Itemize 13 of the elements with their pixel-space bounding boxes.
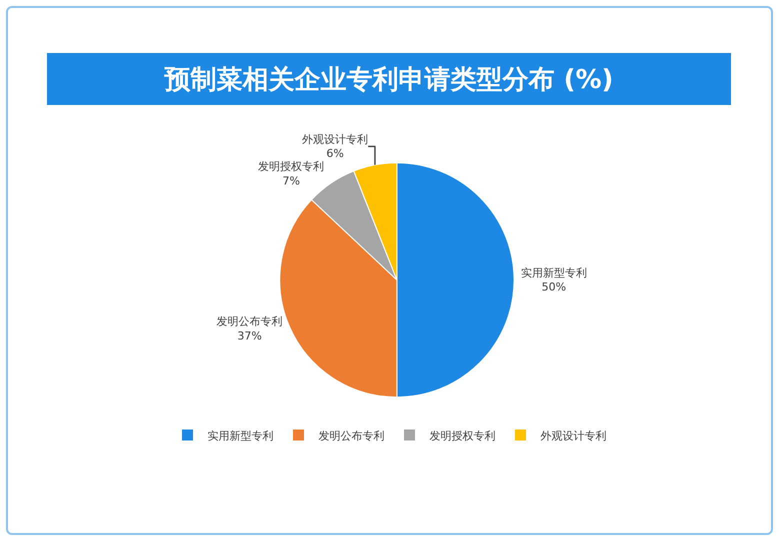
legend-label: 发明授权专利 bbox=[430, 429, 496, 442]
legend-label: 实用新型专利 bbox=[208, 429, 274, 442]
legend-label: 发明公布专利 bbox=[318, 429, 384, 442]
data-label: 50% bbox=[542, 280, 566, 294]
data-label: 6% bbox=[326, 147, 344, 160]
chart-title: 预制菜相关企业专利申请类型分布 (%) bbox=[47, 53, 731, 105]
legend-label: 外观设计专利 bbox=[540, 429, 606, 442]
data-label: 7% bbox=[282, 174, 300, 188]
slice-label: 发明授权专利 bbox=[258, 160, 324, 174]
slice-label: 实用新型专利 bbox=[520, 266, 587, 280]
data-label: 37% bbox=[237, 329, 262, 342]
slice-label: 外观设计专利 bbox=[302, 132, 368, 146]
slice-label: 发明公布专利 bbox=[216, 314, 283, 328]
